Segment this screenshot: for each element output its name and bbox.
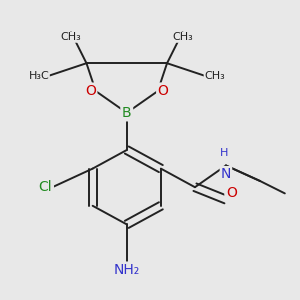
Text: H₃C: H₃C — [28, 70, 49, 81]
Text: O: O — [85, 84, 96, 98]
Text: NH₂: NH₂ — [114, 263, 140, 277]
Text: Cl: Cl — [39, 180, 52, 194]
Text: H: H — [220, 148, 229, 158]
Text: N: N — [221, 167, 231, 181]
Text: CH₃: CH₃ — [204, 70, 225, 81]
Text: O: O — [158, 84, 169, 98]
Text: O: O — [226, 186, 237, 200]
Text: CH₃: CH₃ — [61, 32, 81, 42]
Text: CH₃: CH₃ — [172, 32, 193, 42]
Text: B: B — [122, 106, 132, 120]
